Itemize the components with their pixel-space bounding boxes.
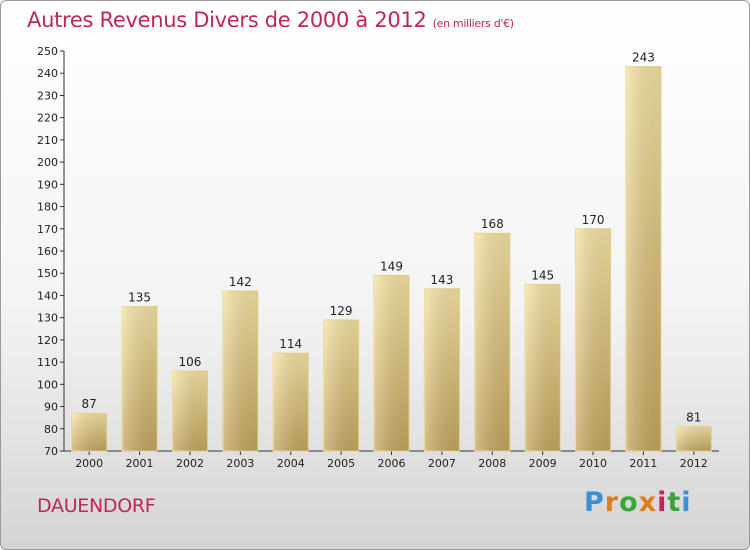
bar-value-label: 143 (430, 273, 453, 287)
x-tick-label: 2007 (428, 457, 456, 470)
bar-value-label: 149 (380, 259, 403, 273)
y-tick-label: 80 (44, 423, 58, 436)
logo-letter: P (584, 487, 605, 518)
logo-letter: t (667, 487, 682, 518)
logo-letter: i (657, 487, 668, 518)
x-tick-label: 2001 (126, 457, 154, 470)
y-tick-label: 170 (37, 223, 58, 236)
bar-shade (222, 291, 258, 451)
chart-axes: 7080901001101201301401501601701801902002… (37, 45, 719, 470)
x-tick-label: 2008 (478, 457, 506, 470)
bar-value-label: 145 (531, 268, 554, 282)
chart-title: Autres Revenus Divers de 2000 à 2012 (en … (27, 8, 514, 32)
x-tick-label: 2010 (579, 457, 607, 470)
bar-value-label: 114 (279, 337, 302, 351)
logo-letter: x (638, 487, 658, 518)
x-tick-label: 2000 (75, 457, 103, 470)
x-tick-label: 2006 (378, 457, 406, 470)
logo-letter: r (604, 487, 620, 518)
bar-shade (676, 426, 712, 451)
bar-shade (575, 228, 611, 451)
logo-letter: i (681, 487, 692, 518)
y-tick-label: 150 (37, 267, 58, 280)
bar-shade (625, 66, 661, 452)
x-tick-label: 2012 (680, 457, 708, 470)
chart-subtitle: (en milliers d'€) (432, 17, 514, 30)
proxiti-logo: Proxiti (584, 487, 692, 518)
y-tick-label: 180 (37, 201, 58, 214)
bar-shade (323, 319, 359, 451)
y-tick-label: 190 (37, 178, 58, 191)
y-tick-label: 130 (37, 312, 58, 325)
y-tick-label: 100 (37, 378, 58, 391)
location-name: DAUENDORF (37, 495, 156, 517)
bar-shade (273, 353, 309, 451)
bar-shade (71, 413, 107, 451)
x-tick-label: 2009 (529, 457, 557, 470)
bar-value-label: 142 (229, 275, 252, 289)
logo-letter: o (619, 487, 639, 518)
y-tick-label: 120 (37, 334, 58, 347)
y-tick-label: 210 (37, 134, 58, 147)
bar-shade (424, 288, 460, 451)
chart-title-text: Autres Revenus Divers de 2000 à 2012 (27, 8, 427, 32)
y-tick-label: 140 (37, 289, 58, 302)
bar-shade (525, 284, 561, 451)
chart-bars: 87 135 106 142 114 129 149 143 168 145 170 243 81 (71, 51, 712, 452)
bar-value-label: 81 (686, 411, 701, 425)
bar-shade (374, 275, 409, 451)
y-tick-label: 240 (37, 67, 58, 80)
y-tick-label: 160 (37, 245, 58, 258)
x-tick-label: 2004 (277, 457, 305, 470)
bar-value-label: 168 (481, 217, 504, 231)
bar-value-label: 87 (82, 397, 97, 411)
bar-value-label: 129 (330, 304, 353, 318)
bar-shade (122, 306, 158, 451)
y-tick-label: 230 (37, 89, 58, 102)
y-tick-label: 250 (37, 45, 58, 58)
y-tick-label: 90 (44, 401, 58, 414)
bar-value-label: 243 (632, 51, 655, 65)
y-tick-label: 110 (37, 356, 58, 369)
bar-shade (474, 233, 510, 451)
bar-value-label: 106 (179, 355, 202, 369)
x-tick-label: 2002 (176, 457, 204, 470)
y-tick-label: 70 (44, 445, 58, 458)
x-tick-label: 2003 (226, 457, 254, 470)
x-tick-label: 2011 (629, 457, 657, 470)
y-tick-label: 220 (37, 112, 58, 125)
bar-shade (172, 371, 208, 451)
bar-value-label: 135 (128, 291, 151, 305)
bar-value-label: 170 (582, 213, 605, 227)
y-tick-label: 200 (37, 156, 58, 169)
x-tick-label: 2005 (327, 457, 355, 470)
